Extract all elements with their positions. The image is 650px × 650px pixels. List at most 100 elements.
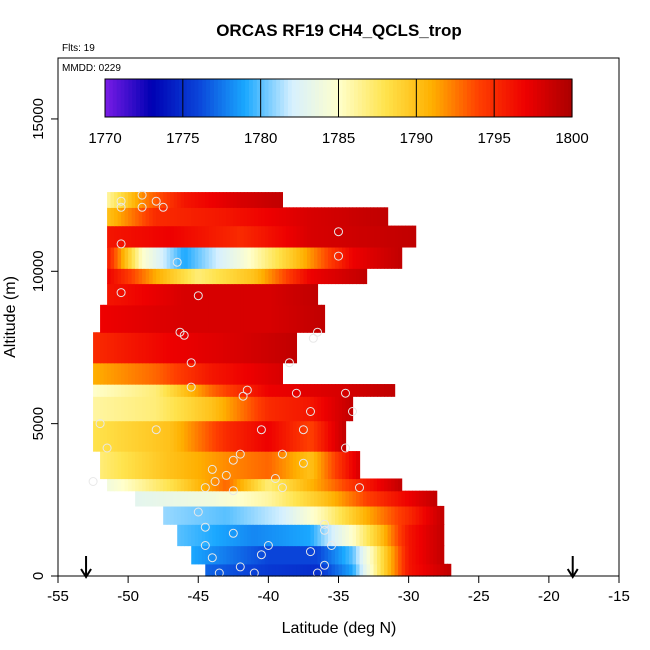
- colorbar-fill: [105, 79, 573, 117]
- heatmap-cell: [173, 420, 178, 452]
- heatmap-cell: [313, 225, 319, 248]
- heatmap-cell: [250, 283, 255, 306]
- heatmap-cell: [212, 505, 217, 525]
- heatmap-cell: [342, 478, 347, 492]
- heatmap-cell: [359, 478, 364, 492]
- heatmap-cell: [268, 304, 273, 333]
- heatmap-cell: [268, 396, 273, 422]
- heatmap-cell: [201, 304, 206, 333]
- heatmap-cell: [415, 563, 420, 577]
- observation-point: [200, 483, 210, 493]
- heatmap-cell: [292, 283, 298, 306]
- heatmap-cell: [299, 563, 305, 577]
- heatmap-cell: [324, 396, 329, 422]
- heatmap-cell: [285, 490, 291, 507]
- flights-annotation: Flts: 19: [62, 43, 95, 54]
- heatmap-cell: [110, 246, 115, 269]
- heatmap-cell: [296, 396, 301, 422]
- heatmap-cell: [107, 207, 112, 227]
- heatmap-cell: [268, 246, 273, 269]
- heatmap-cell: [289, 545, 294, 565]
- observation-point: [88, 477, 98, 486]
- heatmap-cell: [366, 384, 371, 397]
- heatmap-cell: [194, 192, 199, 208]
- heatmap-cell: [152, 332, 157, 364]
- colorbar-segment: [373, 79, 379, 117]
- heatmap-cell: [384, 524, 389, 547]
- heatmap-cell: [292, 246, 298, 269]
- heatmap-cell: [303, 505, 308, 525]
- heatmap-cell: [327, 490, 333, 507]
- heatmap-cell: [401, 524, 406, 547]
- heatmap-cell: [191, 268, 196, 285]
- heatmap-cell: [205, 478, 210, 492]
- heatmap-cell: [194, 451, 199, 480]
- heatmap-cell: [292, 563, 298, 577]
- x-tick-label: -25: [468, 588, 490, 605]
- heatmap-cell: [254, 396, 259, 422]
- heatmap-cell: [289, 478, 294, 492]
- heatmap-cell: [240, 478, 245, 492]
- colorbar-segment: [568, 79, 573, 117]
- heatmap-cell: [264, 192, 269, 208]
- heatmap-cell: [222, 451, 227, 480]
- colorbar-segment: [272, 79, 277, 117]
- heatmap-cell: [394, 478, 399, 492]
- heatmap-cell: [110, 384, 115, 397]
- heatmap-cell: [275, 384, 280, 397]
- heatmap-cell: [268, 490, 273, 507]
- heatmap-cell: [138, 268, 143, 285]
- heatmap-cell: [331, 225, 336, 248]
- heatmap-cell: [222, 283, 227, 306]
- heatmap-cell: [373, 524, 378, 547]
- heatmap-cell: [191, 283, 196, 306]
- heatmap-cell: [177, 304, 182, 333]
- heatmap-cell: [205, 283, 210, 306]
- colorbar-tick-label: 1795: [477, 130, 510, 147]
- colorbar-segment: [120, 79, 126, 117]
- heatmap-cell: [384, 384, 389, 397]
- observation-point: [313, 568, 322, 578]
- heatmap-cell: [415, 524, 420, 547]
- heatmap-cell: [271, 207, 276, 227]
- heatmap-cell: [278, 490, 283, 507]
- heatmap-cell: [349, 524, 354, 547]
- heatmap-cell: [352, 563, 357, 577]
- heatmap-cell: [236, 505, 241, 525]
- heatmap-cell: [233, 192, 238, 208]
- observation-point: [320, 519, 329, 529]
- heatmap-cell: [415, 545, 420, 565]
- heatmap-cell: [282, 490, 287, 507]
- y-tick-label: 15000: [30, 98, 47, 140]
- heatmap-cell: [110, 396, 115, 422]
- heatmap-cell: [261, 283, 266, 306]
- heatmap-cell: [191, 207, 196, 227]
- heatmap-cell: [194, 490, 199, 507]
- heatmap-cell: [121, 396, 126, 422]
- heatmap-cell: [285, 283, 291, 306]
- heatmap-cell: [205, 304, 210, 333]
- heatmap-cell: [320, 384, 326, 397]
- heatmap-cell: [121, 451, 126, 480]
- heatmap-cell: [387, 225, 392, 248]
- heatmap-cell: [254, 490, 259, 507]
- heatmap-cell: [324, 490, 329, 507]
- heatmap-cell: [177, 246, 182, 269]
- heatmap-cell: [271, 192, 276, 208]
- heatmap-cell: [198, 246, 203, 269]
- heatmap-cell: [282, 563, 287, 577]
- heatmap-cell: [363, 563, 368, 577]
- heatmap-cell: [327, 524, 333, 547]
- heatmap-cell: [261, 478, 266, 492]
- heatmap-cell: [440, 545, 445, 565]
- colorbar-segment: [287, 79, 293, 117]
- heatmap-cell: [240, 505, 245, 525]
- heatmap-cell: [254, 451, 259, 480]
- heatmap-cell: [198, 396, 203, 422]
- heatmap-cell: [373, 225, 378, 248]
- heatmap-cell: [363, 384, 368, 397]
- heatmap-cells: [93, 192, 452, 577]
- heatmap-cell: [426, 505, 431, 525]
- heatmap-cell: [394, 563, 399, 577]
- heatmap-cell: [236, 563, 241, 577]
